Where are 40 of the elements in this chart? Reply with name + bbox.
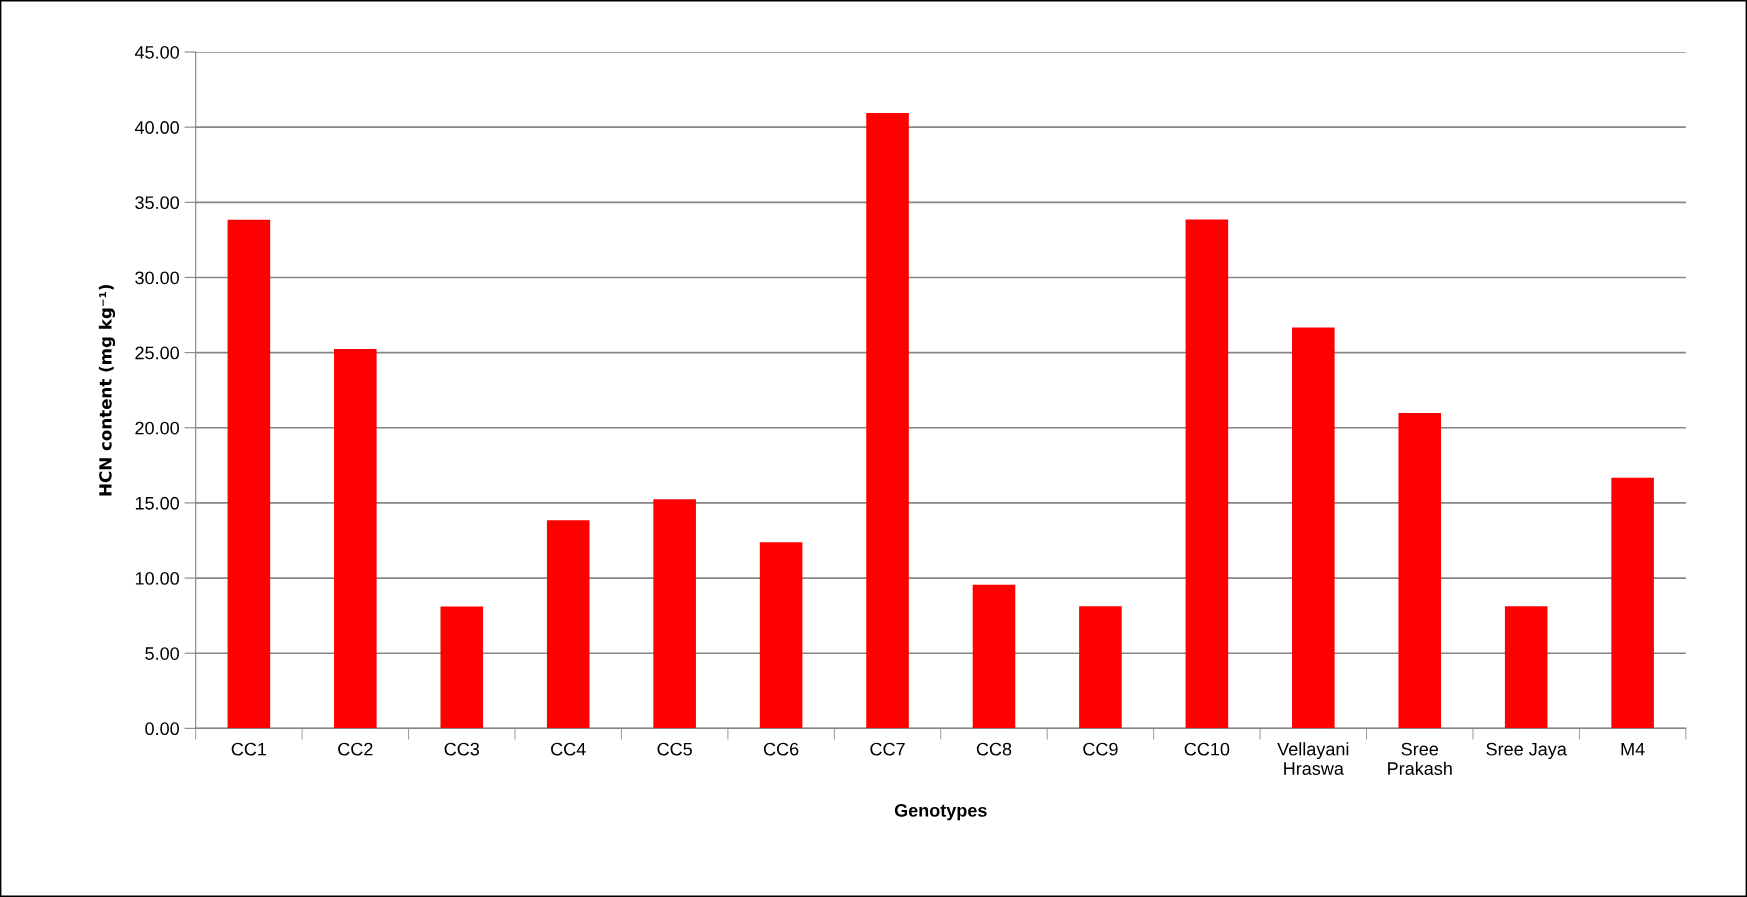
x-axis-title: Genotypes xyxy=(894,804,987,821)
y-tick-label: 5.00 xyxy=(145,647,179,660)
x-tick-label: CC4 xyxy=(551,742,586,756)
bar xyxy=(227,219,271,729)
bar xyxy=(1611,477,1654,729)
x-tick-label: Vellayani Hraswa xyxy=(1277,742,1349,775)
x-tick-label: CC1 xyxy=(231,742,267,756)
x-tick-label: M4 xyxy=(1621,742,1645,756)
bar xyxy=(759,542,803,729)
bar xyxy=(546,520,590,729)
x-tick-label: CC10 xyxy=(1184,742,1230,756)
y-tick-label: 40.00 xyxy=(134,121,179,134)
y-tick-label: 15.00 xyxy=(135,496,179,510)
y-tick-label: 25.00 xyxy=(135,346,179,360)
bar xyxy=(1079,606,1122,729)
y-tick-label: 0.00 xyxy=(145,722,179,736)
y-tick-label: 10.00 xyxy=(135,572,179,585)
bar xyxy=(1292,327,1335,729)
bar xyxy=(866,112,909,729)
x-tick-label: CC9 xyxy=(1083,742,1118,756)
y-tick-label: 20.00 xyxy=(135,421,179,435)
x-tick-label: CC3 xyxy=(444,742,480,756)
x-tick-label: Sree Jaya xyxy=(1486,742,1567,760)
bar xyxy=(972,584,1016,729)
bar xyxy=(653,499,696,729)
x-tick-label: CC2 xyxy=(338,742,373,756)
bar xyxy=(1398,413,1442,729)
x-tick-label: CC5 xyxy=(657,742,692,756)
y-tick-label: 45.00 xyxy=(134,45,179,59)
x-tick-label: CC6 xyxy=(763,742,799,756)
bar xyxy=(1504,606,1548,729)
x-tick-label: Sree Prakash xyxy=(1388,742,1452,775)
x-tick-label: CC7 xyxy=(870,742,905,756)
bar xyxy=(334,349,377,729)
x-tick-label: CC8 xyxy=(976,742,1012,756)
bar xyxy=(1185,219,1229,729)
y-axis-title: HCN content (mg kg⁻¹) xyxy=(98,284,116,496)
y-tick-label: 35.00 xyxy=(135,196,179,210)
y-tick-label: 30.00 xyxy=(135,271,179,285)
bar xyxy=(440,606,484,729)
